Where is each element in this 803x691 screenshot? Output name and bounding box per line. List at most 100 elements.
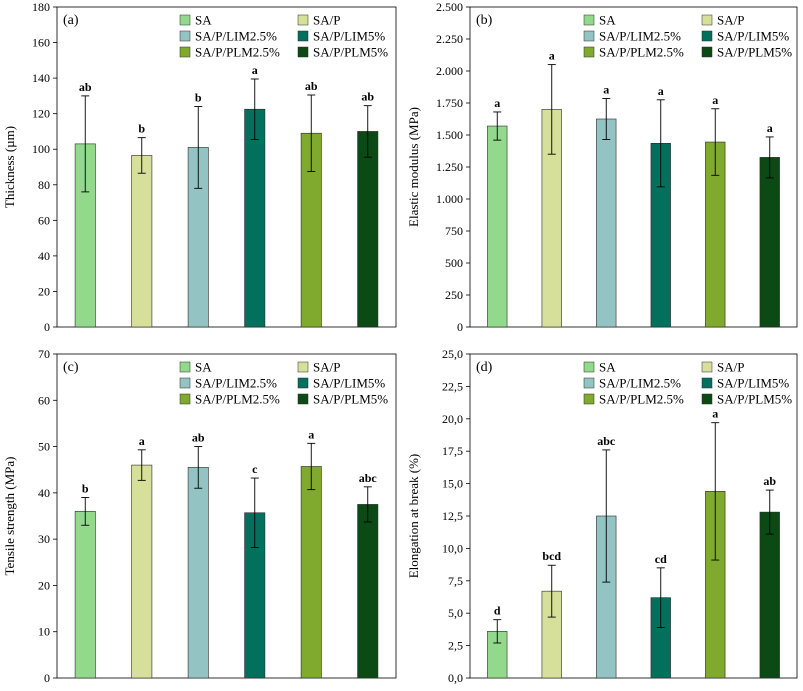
legend-label: SA (195, 13, 212, 28)
plot-frame (56, 353, 397, 679)
y-tick-label: 50 (38, 440, 50, 454)
significance-label: a (712, 407, 718, 421)
significance-label: b (195, 91, 202, 105)
legend-swatch (297, 14, 309, 26)
significance-label: abc (359, 471, 378, 485)
legend-label: SA/P (313, 13, 340, 28)
significance-label: ab (763, 474, 776, 488)
legend-swatch (583, 46, 595, 58)
panel-label: (c) (63, 360, 79, 375)
y-tick-label: 250 (445, 288, 463, 302)
significance-label: ab (305, 79, 318, 93)
legend-swatch (701, 30, 713, 42)
significance-label: ab (79, 80, 92, 94)
legend-label: SA/P/LIM2.5% (195, 29, 277, 44)
y-tick-label: 0 (44, 671, 50, 685)
y-tick-label: 17,5 (442, 444, 463, 458)
legend-swatch (297, 361, 309, 373)
legend-swatch (297, 30, 309, 42)
bar-2 (131, 155, 153, 328)
y-tick-label: 12,5 (442, 509, 463, 523)
y-tick-label: 750 (445, 224, 463, 238)
legend-swatch (583, 14, 595, 26)
legend-swatch (701, 393, 713, 405)
y-tick-label: 2,5 (448, 639, 463, 653)
chart-panel-3: 0 10 20 30 40 50 60 70 Tensile strength (MPa) (c)… (2, 347, 397, 685)
bar-6 (759, 511, 780, 679)
significance-label: a (139, 434, 145, 448)
legend-label: SA/P/LIM2.5% (195, 376, 277, 391)
y-tick-label: 180 (32, 0, 50, 14)
chart-panel-1: 0 20 40 60 80 100 120 140 160 180 Thickness (µm) (a… (2, 0, 397, 334)
y-tick-label: 160 (32, 36, 50, 50)
y-axis-label: Tensile strength (MPa) (2, 457, 17, 576)
y-tick-label: 0 (44, 320, 50, 334)
panel-label: (b) (476, 13, 493, 28)
legend-label: SA/P/PLM5% (313, 45, 388, 60)
y-tick-label: 1.500 (436, 128, 463, 142)
y-tick-label: 15,0 (442, 477, 463, 491)
y-tick-label: 1.250 (436, 160, 463, 174)
bar-4 (244, 108, 266, 328)
legend-label: SA/P/PLM5% (717, 45, 792, 60)
legend-label: SA (599, 13, 616, 28)
y-tick-label: 80 (38, 178, 50, 192)
y-axis-label: Thickness (µm) (2, 126, 17, 208)
legend-label: SA/P/PLM2.5% (195, 45, 280, 60)
significance-label: c (252, 462, 258, 476)
y-tick-label: 2.000 (436, 64, 463, 78)
legend-swatch (583, 361, 595, 373)
y-tick-label: 7,5 (448, 574, 463, 588)
significance-label: a (494, 96, 500, 110)
bar-3 (596, 118, 617, 328)
y-tick-label: 1.000 (436, 192, 463, 206)
legend-label: SA/P/LIM5% (313, 376, 385, 391)
y-tick-label: 25,0 (442, 347, 463, 361)
y-axis-label: Elongation at break (%) (406, 454, 421, 579)
y-tick-label: 70 (38, 347, 50, 361)
y-tick-label: 500 (445, 256, 463, 270)
legend-label: SA/P/PLM5% (717, 392, 792, 407)
bar-2 (131, 464, 153, 679)
legend-swatch (701, 361, 713, 373)
y-tick-label: 2.500 (436, 0, 463, 14)
y-tick-label: 40 (38, 486, 50, 500)
significance-label: a (658, 84, 664, 98)
y-tick-label: 20 (38, 284, 50, 298)
y-tick-label: 10 (38, 625, 50, 639)
legend-label: SA (195, 360, 212, 375)
bar-5 (300, 466, 322, 679)
legend-swatch (179, 393, 191, 405)
legend-swatch (179, 377, 191, 389)
significance-label: a (549, 49, 555, 63)
significance-label: d (494, 604, 501, 618)
significance-label: a (308, 427, 314, 441)
significance-label: a (252, 63, 258, 77)
significance-label: a (712, 93, 718, 107)
legend-swatch (297, 393, 309, 405)
legend-swatch (701, 14, 713, 26)
y-tick-label: 30 (38, 532, 50, 546)
legend-swatch (583, 377, 595, 389)
legend-label: SA/P/LIM5% (717, 29, 789, 44)
y-tick-label: 20 (38, 578, 50, 592)
y-tick-label: 140 (32, 71, 50, 85)
legend-swatch (583, 393, 595, 405)
significance-label: abc (597, 434, 616, 448)
legend-label: SA/P/PLM2.5% (195, 392, 280, 407)
panel-label: (a) (63, 13, 79, 28)
bar-3 (187, 467, 209, 679)
y-tick-label: 0,0 (448, 671, 463, 685)
y-tick-label: 5,0 (448, 606, 463, 620)
y-tick-label: 60 (38, 393, 50, 407)
significance-label: cd (655, 552, 667, 566)
y-tick-label: 2.250 (436, 32, 463, 46)
bar-6 (357, 131, 379, 328)
panel-label: (d) (476, 360, 493, 375)
chart-panel-4: 0,0 2,5 5,0 7,5 10,0 12,5 15,0 17,5 20,0 22,5 25,0… (406, 347, 798, 685)
legend-swatch (701, 377, 713, 389)
y-tick-label: 60 (38, 213, 50, 227)
legend-label: SA (599, 360, 616, 375)
